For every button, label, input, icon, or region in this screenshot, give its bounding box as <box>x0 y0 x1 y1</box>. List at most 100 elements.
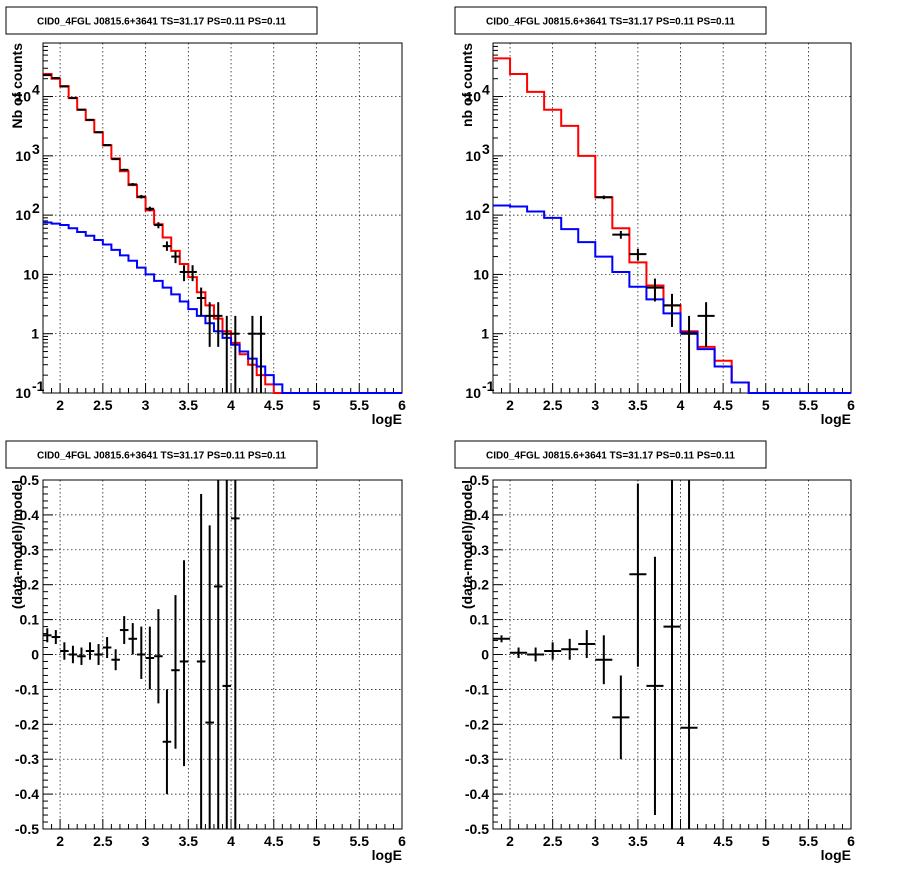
x-tick-label: 5 <box>313 833 321 849</box>
x-tick-label: 4 <box>677 397 685 413</box>
y-tick-label: 10 <box>15 385 31 401</box>
y-tick-label: 10 <box>465 385 481 401</box>
x-tick-label: 2 <box>56 833 64 849</box>
x-tick-label: 2.5 <box>543 397 563 413</box>
y-tick-label: 0 <box>481 647 489 663</box>
plot-frame <box>42 42 403 394</box>
x-tick-label: 3 <box>591 833 599 849</box>
x-tick-label: 4 <box>227 833 235 849</box>
x-tick-label: 4.5 <box>713 833 733 849</box>
x-tick-label: 2 <box>506 833 514 849</box>
y-tick-label-exponent: 4 <box>482 82 490 98</box>
x-tick-label: 2 <box>56 397 64 413</box>
x-tick-label: 5.5 <box>350 833 370 849</box>
x-tick-label: 3.5 <box>628 833 648 849</box>
title-box <box>5 6 318 35</box>
y-tick-label: -0.2 <box>465 716 489 732</box>
y-tick-label: 0.5 <box>20 472 40 488</box>
y-tick-label: 0.3 <box>470 542 490 558</box>
y-tick-label: 0.5 <box>470 472 490 488</box>
y-tick-label: 1 <box>481 326 489 342</box>
x-axis-label: logE <box>821 411 851 427</box>
title-box <box>454 440 767 469</box>
x-tick-label: 4 <box>677 833 685 849</box>
y-tick-label: 10 <box>15 89 31 105</box>
y-tick-label: 10 <box>23 266 39 282</box>
y-tick-label: 0.4 <box>470 507 490 523</box>
y-tick-label: 10 <box>465 207 481 223</box>
y-tick-label-exponent: 3 <box>32 141 40 157</box>
x-tick-label: 5.5 <box>350 397 370 413</box>
y-tick-label: 0.3 <box>20 542 40 558</box>
y-tick-label: -0.2 <box>15 716 39 732</box>
x-tick-label: 6 <box>847 833 855 849</box>
y-tick-label-exponent: 2 <box>482 200 490 216</box>
x-tick-label: 2.5 <box>93 397 113 413</box>
y-tick-label: 10 <box>465 89 481 105</box>
x-tick-label: 3 <box>591 397 599 413</box>
x-axis-label: logE <box>372 411 402 427</box>
y-tick-label-exponent: -1 <box>32 378 45 394</box>
y-tick-label: 10 <box>473 266 489 282</box>
y-tick-label: 10 <box>15 148 31 164</box>
chart-title: CID0_4FGL J0815.6+3641 TS=31.17 PS=0.11 … <box>37 17 286 28</box>
y-tick-label-exponent: 4 <box>32 82 40 98</box>
x-tick-label: 3 <box>142 397 150 413</box>
y-tick-label: 1 <box>31 326 39 342</box>
x-tick-label: 5 <box>313 397 321 413</box>
y-tick-label-exponent: 2 <box>32 200 40 216</box>
chart-title: CID0_4FGL J0815.6+3641 TS=31.17 PS=0.11 … <box>486 451 735 462</box>
y-tick-label: 0.1 <box>470 612 490 628</box>
x-tick-label: 4.5 <box>264 833 284 849</box>
x-tick-label: 3.5 <box>628 397 648 413</box>
x-axis-label: logE <box>372 847 402 863</box>
y-tick-label: 0.2 <box>470 577 490 593</box>
chart-panel-4: 2 2.5 3 3.5 4 4.5 5 5.5 6 -0.5 -0.4 -0.3 -0.2 -0.1 0 0.… <box>454 440 855 863</box>
y-tick-label: -0.4 <box>15 786 39 802</box>
x-tick-label: 3.5 <box>179 397 199 413</box>
y-tick-label: -0.3 <box>465 751 489 767</box>
title-box <box>5 440 318 469</box>
y-tick-label: -0.1 <box>15 681 39 697</box>
y-tick-label: 0.2 <box>20 577 40 593</box>
x-axis-label: logE <box>821 847 851 863</box>
x-tick-label: 4.5 <box>713 397 733 413</box>
y-tick-label: -0.5 <box>15 821 39 837</box>
x-tick-label: 5 <box>762 833 770 849</box>
y-axis-label: (data-model)/model <box>9 480 25 609</box>
x-tick-label: 5.5 <box>799 397 819 413</box>
y-tick-label: 0 <box>31 647 39 663</box>
chart-title: CID0_4FGL J0815.6+3641 TS=31.17 PS=0.11 … <box>37 451 286 462</box>
title-box <box>454 6 767 35</box>
y-tick-label: -0.1 <box>465 681 489 697</box>
x-tick-label: 4.5 <box>264 397 284 413</box>
x-tick-label: 6 <box>398 397 406 413</box>
x-tick-label: 2.5 <box>543 833 563 849</box>
model-source-line <box>493 204 851 394</box>
x-tick-label: 4 <box>227 397 235 413</box>
y-tick-label: 10 <box>465 148 481 164</box>
y-tick-label: -0.5 <box>465 821 489 837</box>
model-total-line <box>43 73 402 394</box>
x-tick-label: 2 <box>506 397 514 413</box>
x-tick-label: 3.5 <box>179 833 199 849</box>
y-tick-label: -0.3 <box>15 751 39 767</box>
y-axis-label: nb of counts <box>459 43 475 127</box>
x-tick-label: 6 <box>847 397 855 413</box>
model-total-line <box>493 57 851 394</box>
y-axis-label: Nb of counts <box>9 43 25 129</box>
y-tick-label-exponent: -1 <box>482 378 495 394</box>
y-tick-label: 0.1 <box>20 612 40 628</box>
chart-panel-3: 2 2.5 3 3.5 4 4.5 5 5.5 6 -0.5 -0.4 -0.3 -0.2 -0.1 0 0.… <box>5 440 406 863</box>
x-tick-label: 5 <box>762 397 770 413</box>
y-tick-label-exponent: 3 <box>482 141 490 157</box>
y-tick-label: -0.4 <box>465 786 489 802</box>
x-tick-label: 5.5 <box>799 833 819 849</box>
x-tick-label: 3 <box>142 833 150 849</box>
y-tick-label: 0.4 <box>20 507 40 523</box>
x-tick-label: 2.5 <box>93 833 113 849</box>
chart-title: CID0_4FGL J0815.6+3641 TS=31.17 PS=0.11 … <box>486 17 735 28</box>
